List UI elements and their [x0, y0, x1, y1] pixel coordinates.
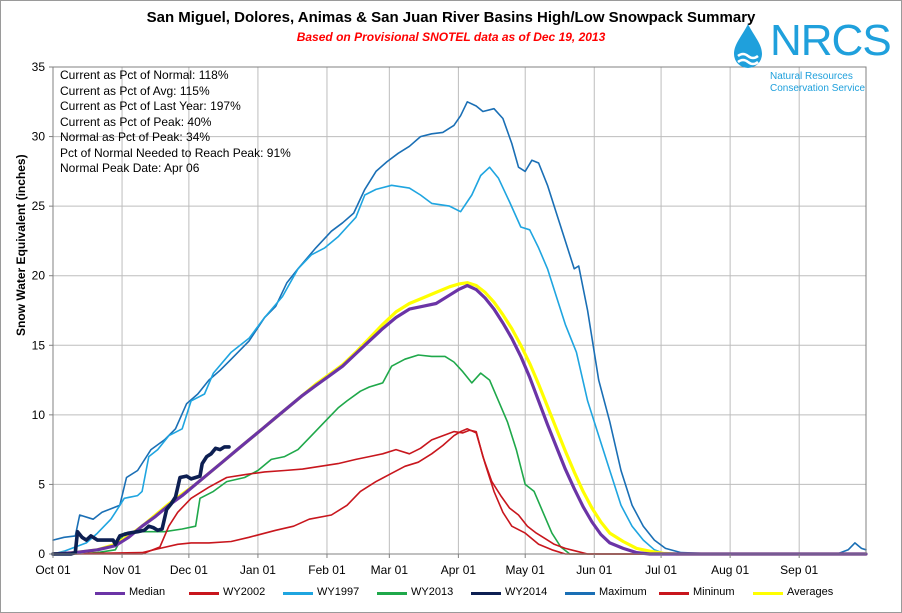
stats-block: Current as Pct of Normal: 118% Current a…: [60, 68, 291, 177]
axes: [49, 66, 867, 558]
legend-label: Maximum: [599, 586, 647, 598]
legend-swatch: [471, 592, 501, 595]
series-line-minimum: [52, 429, 867, 555]
y-tick-label: 5: [38, 477, 45, 491]
x-tick-label: Sep 01: [780, 563, 818, 577]
series-line-median: [51, 283, 868, 556]
x-tick-label: Jun 01: [576, 563, 612, 577]
legend-label: WY2002: [223, 586, 266, 598]
series-line-wy2014: [51, 445, 231, 556]
legend-swatch: [753, 592, 783, 595]
logo-wordmark: NRCS: [770, 16, 892, 65]
legend-swatch: [95, 592, 125, 595]
legend-label: Mininum: [693, 586, 735, 598]
y-tick-label: 30: [32, 130, 46, 144]
stat-line: Pct of Normal Needed to Reach Peak: 91%: [60, 145, 291, 160]
x-tick-label: Nov 01: [103, 563, 141, 577]
x-tick-label: Dec 01: [170, 563, 208, 577]
stat-line: Current as Pct of Normal: 118%: [60, 68, 229, 82]
logo-line-2: Conservation Service: [770, 83, 866, 94]
x-tick-label: Mar 01: [371, 563, 409, 577]
x-tick-label: Feb 01: [308, 563, 346, 577]
x-tick-label: Jul 01: [645, 563, 677, 577]
logo-line-1: Natural Resources: [770, 71, 853, 82]
stat-line: Current as Pct of Avg: 115%: [60, 83, 210, 98]
plot-border: [52, 66, 867, 555]
x-tick-labels: Oct 01 Nov 01 Dec 01 Jan 01 Feb 01 Mar 01 Apr …: [35, 563, 818, 577]
legend-label: WY2013: [411, 586, 454, 598]
y-axis-label: Snow Water Equivalent (inches): [14, 154, 28, 336]
x-tick-label: May 01: [506, 563, 546, 577]
legend-label: WY2014: [505, 586, 548, 598]
stat-line: Current as Pct of Peak: 40%: [60, 114, 212, 129]
x-tick-label: Jan 01: [240, 563, 276, 577]
series-line-maximum: [52, 101, 867, 555]
y-tick-label: 20: [32, 269, 46, 283]
legend-label: Averages: [787, 586, 834, 598]
y-tick-label: 0: [38, 547, 45, 561]
series-line-wy2013: [52, 354, 867, 555]
y-tick-labels: 0 5 10 15 20 25 30 35: [32, 60, 46, 561]
nrcs-logo: NRCS Natural Resources Conservation Serv…: [728, 16, 892, 98]
stat-line: Current as Pct of Last Year: 197%: [60, 99, 241, 113]
x-tick-label: Apr 01: [441, 563, 477, 577]
legend-label: WY1997: [317, 586, 360, 598]
stat-line: Normal as Pct of Peak: 34%: [60, 130, 211, 144]
chart-title: San Miguel, Dolores, Animas & San Juan R…: [146, 9, 756, 26]
x-tick-label: Aug 01: [711, 563, 749, 577]
y-tick-label: 35: [32, 60, 46, 74]
legend-swatch: [377, 592, 407, 595]
chart-subtitle: Based on Provisional SNOTEL data as of D…: [296, 30, 606, 44]
legend-swatch: [189, 592, 219, 595]
legend-label: Median: [129, 586, 166, 598]
water-drop-icon: [734, 24, 762, 68]
y-tick-label: 10: [32, 408, 46, 422]
stat-line: Normal Peak Date: Apr 06: [60, 161, 200, 175]
series-lines: [51, 101, 868, 556]
x-tick-label: Oct 01: [35, 563, 71, 577]
series-line-wy2002: [52, 428, 867, 555]
y-tick-label: 15: [32, 338, 46, 352]
legend-swatch: [565, 592, 595, 595]
legend: Median WY2002 WY1997 WY2013 WY2014 Maxim…: [95, 585, 835, 601]
legend-swatch: [283, 592, 313, 595]
legend-swatch: [659, 592, 689, 595]
series-line-wy1997: [52, 166, 867, 555]
y-tick-label: 25: [32, 199, 46, 213]
